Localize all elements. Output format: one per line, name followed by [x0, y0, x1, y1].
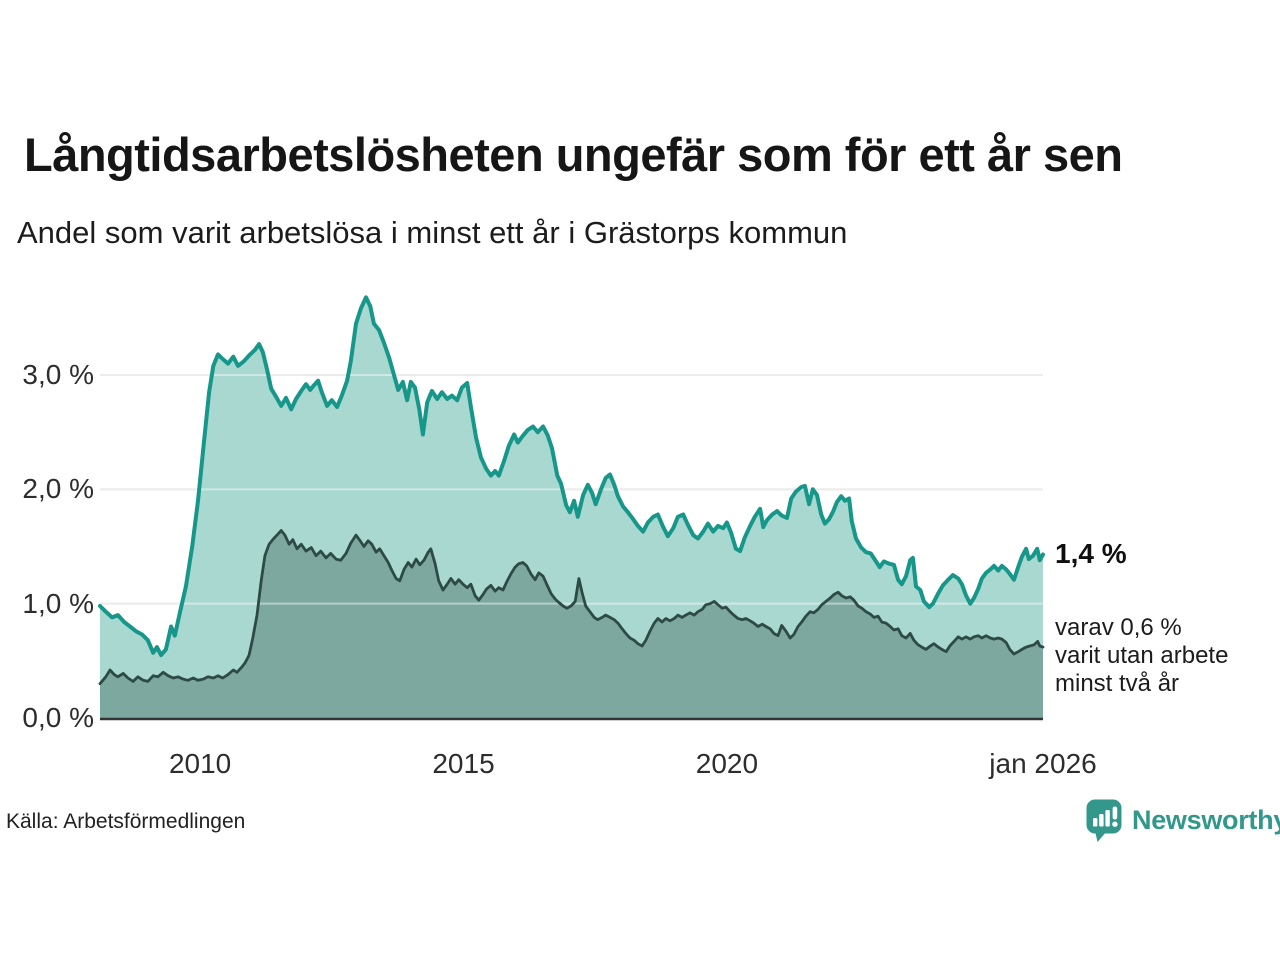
page-title: Långtidsarbetslösheten ungefär som för e… — [24, 128, 1123, 181]
annotation-latest-value: 1,4 % — [1055, 538, 1127, 569]
x-tick-label: 2010 — [168, 748, 232, 779]
y-tick-label: 1,0 % — [22, 587, 94, 619]
brand-name: Newsworthy — [1132, 805, 1280, 835]
x-tick-label: jan 2026 — [989, 748, 1097, 779]
y-tick-label: 0,0 % — [22, 702, 94, 733]
series-twoyear-line — [98, 529, 1045, 686]
x-tick-label: 2020 — [695, 748, 759, 779]
series-twoyear-area — [100, 530, 1043, 718]
annotation-secondary: varav 0,6 % varit utan arbete minst två … — [1055, 614, 1229, 697]
y-tick-label: 3,0 % — [22, 359, 94, 390]
y-tick-label: 2,0 % — [22, 473, 94, 505]
brand-lockup: Newsworthy — [1086, 799, 1280, 842]
newsworthy-logo-icon — [1086, 799, 1122, 842]
series-total-line — [98, 295, 1045, 658]
source-caption: Källa: Arbetsförmedlingen — [6, 810, 246, 833]
x-tick-label: 2015 — [432, 748, 495, 779]
page-subtitle: Andel som varit arbetslösa i minst ett å… — [17, 215, 848, 250]
